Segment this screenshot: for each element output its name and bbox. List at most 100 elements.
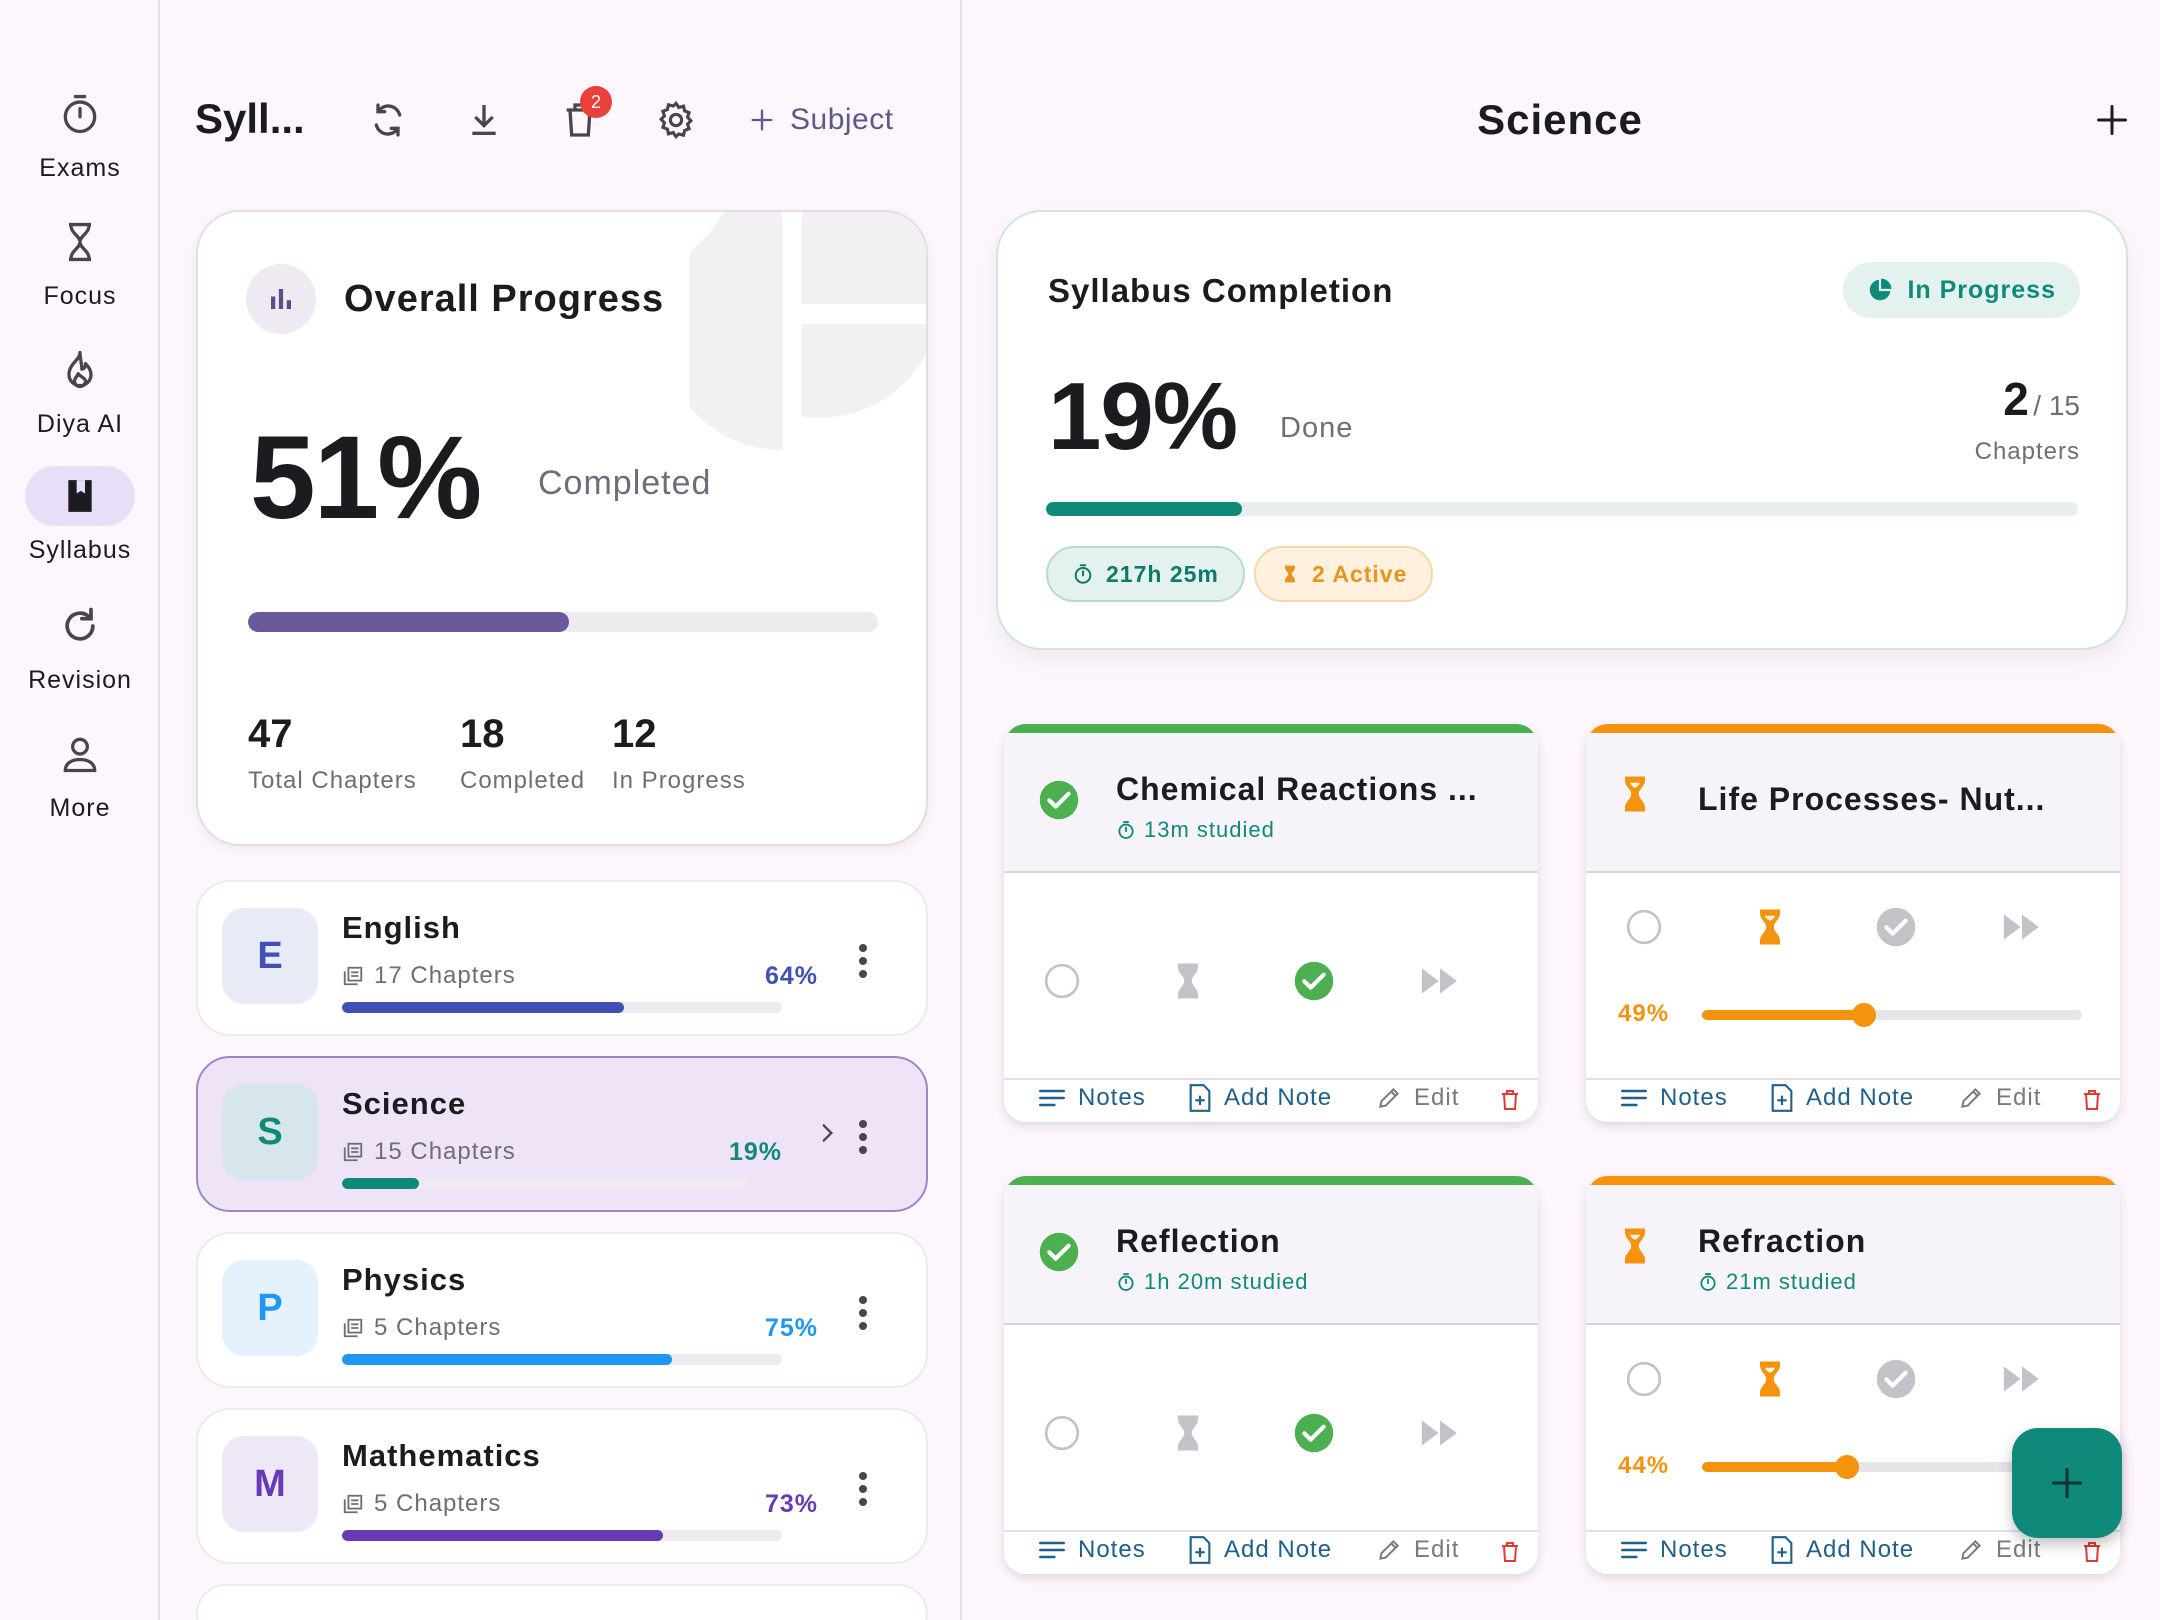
nav-item-diya-ai[interactable]: Diya AI bbox=[0, 340, 160, 460]
overall-progress-bar bbox=[248, 612, 878, 632]
completion-progress-bar bbox=[1046, 502, 2078, 516]
skip-icon bbox=[1420, 1419, 1460, 1447]
download-button[interactable] bbox=[456, 92, 512, 148]
delete-icon[interactable] bbox=[1498, 1086, 1522, 1114]
notes-icon bbox=[1038, 1538, 1066, 1562]
status-in-progress-button[interactable] bbox=[1163, 1408, 1213, 1458]
status-completed-button[interactable] bbox=[1871, 1354, 1921, 1404]
status-skip-button[interactable] bbox=[1415, 1408, 1465, 1458]
pie-icon bbox=[1867, 277, 1893, 303]
progress-percent: 44% bbox=[1618, 1452, 1670, 1479]
progress-slider-thumb[interactable] bbox=[1835, 1455, 1859, 1479]
chapter-header: Refraction 21m studied bbox=[1586, 1185, 2120, 1325]
nav-item-syllabus[interactable]: Syllabus bbox=[0, 466, 160, 586]
chapter-card[interactable]: Chemical Reactions ... 13m studied Notes… bbox=[1004, 724, 1538, 1122]
trash-button[interactable]: 2 bbox=[552, 86, 612, 148]
more-options-button[interactable] bbox=[848, 1114, 878, 1160]
overall-progress-title: Overall Progress bbox=[344, 278, 665, 320]
chapter-accent-bar bbox=[1004, 724, 1538, 733]
status-in-progress-button[interactable] bbox=[1745, 902, 1795, 952]
nav-label: Focus bbox=[43, 282, 117, 310]
nav-label: Exams bbox=[39, 154, 121, 182]
more-options-button[interactable] bbox=[848, 938, 878, 984]
subject-meta: 5 Chapters bbox=[342, 1490, 501, 1518]
more-options-button[interactable] bbox=[848, 1466, 878, 1512]
chevron-right-icon[interactable] bbox=[814, 1118, 840, 1148]
status-not-started-button[interactable] bbox=[1037, 956, 1087, 1006]
chapter-card[interactable]: Life Processes- Nut... 49% Notes Add Not… bbox=[1586, 724, 2120, 1122]
nav-item-revision[interactable]: Revision bbox=[0, 596, 160, 716]
subject-progress-fill bbox=[342, 1354, 672, 1365]
chapter-actions: Notes Add Note Edit bbox=[1586, 1530, 2120, 1574]
chapter-card[interactable]: Refraction 21m studied 44% Notes Add Not… bbox=[1586, 1176, 2120, 1574]
subject-name: Mathematics bbox=[342, 1438, 541, 1473]
nav-item-more[interactable]: More bbox=[0, 724, 160, 844]
chapter-title: Chemical Reactions ... bbox=[1116, 771, 1478, 807]
add-note-button[interactable]: Add Note bbox=[1188, 1536, 1332, 1564]
status-completed-button[interactable] bbox=[1289, 1408, 1339, 1458]
notes-button[interactable]: Notes bbox=[1620, 1536, 1728, 1564]
status-not-started-button[interactable] bbox=[1037, 1408, 1087, 1458]
delete-icon[interactable] bbox=[2080, 1538, 2104, 1566]
progress-slider-thumb[interactable] bbox=[1852, 1003, 1876, 1027]
edit-button[interactable]: Edit bbox=[1376, 1084, 1459, 1112]
add-chapter-button[interactable] bbox=[2088, 96, 2136, 144]
delete-icon[interactable] bbox=[1498, 1538, 1522, 1566]
status-skip-button[interactable] bbox=[1997, 902, 2047, 952]
add-note-button[interactable]: Add Note bbox=[1770, 1084, 1914, 1112]
add-subject-button[interactable]: Subject bbox=[748, 96, 894, 144]
not-started-icon bbox=[1042, 1413, 1082, 1453]
progress-slider-fill bbox=[1702, 1010, 1864, 1020]
add-note-label: Add Note bbox=[1806, 1084, 1915, 1111]
settings-button[interactable] bbox=[648, 92, 704, 148]
edit-button[interactable]: Edit bbox=[1958, 1084, 2041, 1112]
library-icon bbox=[342, 1317, 364, 1339]
gear-icon bbox=[655, 99, 697, 141]
stat-value: 18 bbox=[460, 712, 505, 756]
status-in-progress-button[interactable] bbox=[1163, 956, 1213, 1006]
subject-card-english[interactable]: E English 17 Chapters 64% bbox=[196, 880, 928, 1036]
subject-card-science[interactable]: S Science 15 Chapters 19% bbox=[196, 1056, 928, 1212]
nav-item-focus[interactable]: Focus bbox=[0, 212, 160, 332]
nav-item-exams[interactable]: Exams bbox=[0, 84, 160, 204]
add-note-button[interactable]: Add Note bbox=[1188, 1084, 1332, 1112]
chapter-card[interactable]: Reflection 1h 20m studied Notes Add Note… bbox=[1004, 1176, 1538, 1574]
status-in-progress-button[interactable] bbox=[1745, 1354, 1795, 1404]
add-note-button[interactable]: Add Note bbox=[1770, 1536, 1914, 1564]
stat-completed: 18 Completed bbox=[460, 712, 585, 795]
subject-card-physics[interactable]: P Physics 5 Chapters 75% bbox=[196, 1232, 928, 1388]
plus-icon bbox=[2047, 1463, 2087, 1503]
timer-icon bbox=[1116, 1272, 1136, 1292]
status-skip-button[interactable] bbox=[1997, 1354, 2047, 1404]
progress-slider[interactable] bbox=[1702, 1003, 2082, 1027]
notes-button[interactable]: Notes bbox=[1620, 1084, 1728, 1112]
edit-button[interactable]: Edit bbox=[1958, 1536, 2041, 1564]
progress-slider[interactable] bbox=[1702, 1455, 2082, 1479]
subject-percent: 19% bbox=[728, 1138, 782, 1166]
notes-label: Notes bbox=[1660, 1084, 1728, 1111]
more-options-button[interactable] bbox=[848, 1290, 878, 1336]
check-circle-icon bbox=[1038, 1231, 1080, 1273]
progress-slider-fill bbox=[1702, 1462, 1847, 1472]
subject-card-partial[interactable] bbox=[196, 1584, 928, 1620]
chapters-done: 2 bbox=[2003, 373, 2029, 425]
syllabus-completion-card: Syllabus Completion In Progress 19% Done… bbox=[996, 210, 2128, 650]
sync-button[interactable] bbox=[360, 92, 416, 148]
status-badge: In Progress bbox=[1843, 262, 2080, 318]
library-icon bbox=[342, 1141, 364, 1163]
status-not-started-button[interactable] bbox=[1619, 1354, 1669, 1404]
delete-icon[interactable] bbox=[2080, 1086, 2104, 1114]
add-fab-button[interactable] bbox=[2012, 1428, 2122, 1538]
notes-button[interactable]: Notes bbox=[1038, 1536, 1146, 1564]
edit-button[interactable]: Edit bbox=[1376, 1536, 1459, 1564]
chapter-actions: Notes Add Note Edit bbox=[1004, 1530, 1538, 1574]
status-completed-button[interactable] bbox=[1289, 956, 1339, 1006]
notes-label: Notes bbox=[1078, 1084, 1146, 1111]
subjects-pane: Syll... 2 Subject bbox=[160, 0, 962, 1620]
sync-icon bbox=[368, 100, 408, 140]
subject-card-mathematics[interactable]: M Mathematics 5 Chapters 73% bbox=[196, 1408, 928, 1564]
status-completed-button[interactable] bbox=[1871, 902, 1921, 952]
status-not-started-button[interactable] bbox=[1619, 902, 1669, 952]
notes-button[interactable]: Notes bbox=[1038, 1084, 1146, 1112]
status-skip-button[interactable] bbox=[1415, 956, 1465, 1006]
